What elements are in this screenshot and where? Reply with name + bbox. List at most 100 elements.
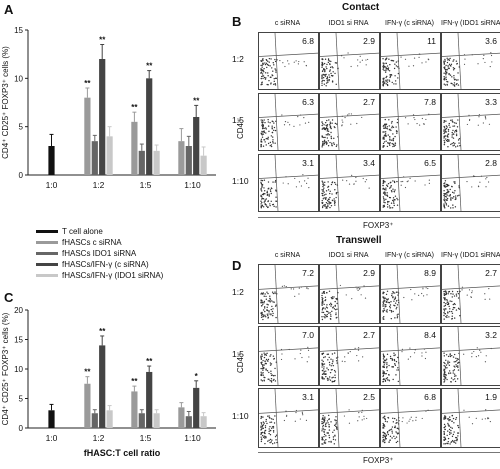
flow-event-dot bbox=[272, 308, 274, 310]
flow-event-dot bbox=[456, 365, 458, 367]
flow-event-dot bbox=[397, 367, 399, 369]
flow-event-dot bbox=[447, 360, 449, 362]
flow-event-dot bbox=[443, 373, 445, 375]
flow-event-dot bbox=[382, 58, 384, 60]
flow-event-dot bbox=[324, 313, 326, 316]
flow-event-dot bbox=[325, 306, 328, 308]
flow-percentage: 3.6 bbox=[485, 36, 497, 46]
flow-event-dot bbox=[445, 196, 448, 198]
flow-event-dot bbox=[267, 292, 269, 295]
flow-event-dot bbox=[322, 421, 325, 423]
flow-event-dot bbox=[327, 145, 330, 147]
flow-event-dot bbox=[267, 317, 269, 319]
flow-event-dot bbox=[272, 431, 275, 433]
flow-event-dot bbox=[402, 180, 404, 183]
flow-event-dot bbox=[384, 300, 386, 302]
flow-event-dot bbox=[446, 185, 449, 187]
flow-row-label: 1:5 bbox=[232, 349, 244, 359]
flow-event-dot bbox=[485, 178, 487, 180]
flow-event-dot bbox=[262, 318, 264, 321]
flow-event-dot bbox=[382, 292, 385, 294]
flow-event-dot bbox=[446, 189, 448, 191]
bar bbox=[48, 410, 55, 428]
flow-event-dot bbox=[264, 63, 267, 66]
flow-event-dot bbox=[384, 297, 387, 299]
flow-event-dot bbox=[443, 318, 445, 320]
flow-event-dot bbox=[260, 433, 262, 436]
flow-event-dot bbox=[448, 425, 450, 427]
flow-event-dot bbox=[329, 126, 332, 129]
bar bbox=[91, 141, 98, 175]
flow-event-dot bbox=[260, 363, 263, 365]
flow-event-dot bbox=[455, 309, 458, 311]
flow-event-dot bbox=[468, 119, 471, 121]
flow-event-dot bbox=[390, 59, 392, 62]
flow-event-dot bbox=[287, 60, 289, 62]
flow-event-dot bbox=[445, 354, 448, 356]
gate-line-vertical bbox=[335, 327, 340, 385]
flow-event-dot bbox=[324, 423, 327, 426]
gate-line-vertical bbox=[396, 94, 401, 150]
flow-event-dot bbox=[321, 302, 323, 304]
flow-event-dot bbox=[321, 84, 323, 87]
flow-event-dot bbox=[385, 310, 388, 312]
flow-event-dot bbox=[391, 191, 393, 193]
flow-event-dot bbox=[383, 308, 385, 310]
flow-event-dot bbox=[382, 64, 385, 67]
flow-event-dot bbox=[330, 183, 333, 186]
flow-event-dot bbox=[322, 194, 324, 197]
flow-event-dot bbox=[389, 76, 391, 79]
flow-event-dot bbox=[262, 424, 265, 426]
flow-event-dot bbox=[387, 433, 390, 436]
flow-event-dot bbox=[269, 425, 271, 428]
flow-event-dot bbox=[333, 143, 336, 146]
flow-event-dot bbox=[264, 425, 267, 427]
flow-event-dot bbox=[382, 131, 384, 133]
flow-event-dot bbox=[272, 429, 275, 432]
flow-event-dot bbox=[335, 420, 337, 422]
flow-event-dot bbox=[302, 174, 304, 176]
flow-event-dot bbox=[260, 357, 263, 360]
flow-event-dot bbox=[260, 182, 263, 185]
flow-event-dot bbox=[328, 200, 330, 203]
legend-swatch bbox=[36, 252, 58, 255]
flow-event-dot bbox=[452, 67, 455, 69]
flow-event-dot bbox=[283, 124, 286, 126]
flow-event-dot bbox=[335, 196, 337, 199]
flow-event-dot bbox=[325, 85, 327, 87]
flow-event-dot bbox=[453, 373, 456, 375]
flow-event-dot bbox=[389, 63, 391, 66]
flow-event-dot bbox=[262, 125, 265, 127]
flow-event-dot bbox=[393, 417, 396, 420]
flow-event-dot bbox=[260, 356, 262, 358]
flow-event-dot bbox=[260, 425, 262, 427]
flow-event-dot bbox=[449, 443, 451, 445]
flow-event-dot bbox=[458, 308, 461, 310]
flow-event-dot bbox=[385, 187, 387, 189]
y-tick-label: 5 bbox=[19, 395, 24, 404]
flow-event-dot bbox=[261, 130, 263, 133]
flow-event-dot bbox=[269, 141, 272, 144]
flow-event-dot bbox=[361, 419, 363, 421]
flow-event-dot bbox=[459, 144, 461, 147]
flow-event-dot bbox=[359, 61, 361, 63]
gate-line-vertical bbox=[335, 155, 340, 211]
flow-event-dot bbox=[270, 372, 272, 375]
flow-event-dot bbox=[393, 304, 395, 306]
flow-event-dot bbox=[332, 67, 334, 69]
flow-event-dot bbox=[394, 317, 396, 319]
flow-event-dot bbox=[268, 130, 270, 133]
flow-event-dot bbox=[428, 182, 430, 185]
flow-event-dot bbox=[267, 206, 269, 208]
flow-event-dot bbox=[261, 201, 263, 204]
flow-event-dot bbox=[270, 378, 273, 380]
flow-event-dot bbox=[391, 293, 393, 295]
flow-event-dot bbox=[394, 80, 397, 82]
flow-event-dot bbox=[386, 309, 388, 311]
flow-event-dot bbox=[449, 64, 452, 67]
flow-event-dot bbox=[396, 180, 398, 183]
flow-event-dot bbox=[451, 296, 453, 298]
flow-event-dot bbox=[451, 439, 454, 442]
panel-letter-b: B bbox=[232, 14, 242, 29]
flow-event-dot bbox=[260, 145, 262, 147]
